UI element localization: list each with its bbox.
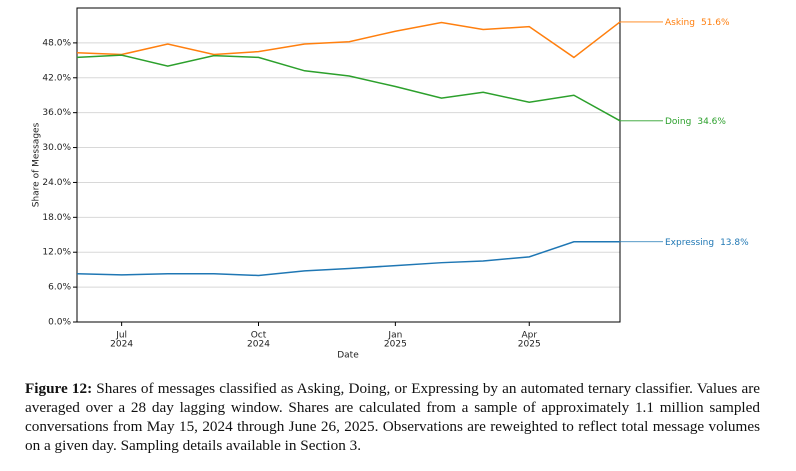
- caption: Figure 12: Shares of messages classified…: [25, 379, 760, 455]
- y-axis-label: Share of Messages: [32, 122, 42, 207]
- chart: Share of Messages Date 0.0% 6.0% 12.0% 18.0…: [32, 7, 749, 361]
- x-axis-label: Date: [337, 351, 359, 361]
- legend-name: Expressing: [665, 237, 714, 247]
- series-line: [76, 54, 621, 122]
- caption-label: Figure 12:: [25, 380, 93, 397]
- y-tick-label: 24.0%: [42, 178, 71, 188]
- x-tick-sublabel: 2024: [247, 340, 270, 350]
- y-tick-label: 6.0%: [48, 283, 71, 293]
- x-tick-label: Jan: [387, 331, 402, 341]
- y-tick-label: 36.0%: [42, 108, 71, 118]
- legend-name: Asking: [665, 17, 695, 27]
- x-tick-label: Oct: [251, 331, 267, 341]
- y-tick-label: 30.0%: [42, 143, 71, 153]
- y-tick-label: 48.0%: [42, 38, 71, 48]
- x-tick-sublabel: 2024: [110, 340, 133, 350]
- y-tick-label: 12.0%: [42, 248, 71, 258]
- y-tick-label: 18.0%: [42, 213, 71, 223]
- legend-name: Doing: [665, 116, 691, 126]
- end-label: Expressing 13.8%: [665, 237, 749, 247]
- y-tick-label: 42.0%: [42, 73, 71, 83]
- y-tick-label: 0.0%: [48, 318, 71, 328]
- end-label: Doing 34.6%: [665, 116, 726, 126]
- value-label: 34.6%: [697, 116, 726, 126]
- value-label: 51.6%: [701, 17, 730, 27]
- series-line: [76, 21, 621, 59]
- x-tick-sublabel: 2025: [384, 340, 407, 350]
- plot-frame: [76, 7, 621, 323]
- value-label: 13.8%: [720, 237, 749, 247]
- x-tick-label: Jul: [115, 331, 127, 341]
- x-tick-sublabel: 2025: [518, 340, 541, 350]
- series-line: [76, 241, 620, 277]
- x-tick-label: Apr: [521, 331, 537, 341]
- caption-text: Shares of messages classified as Asking,…: [25, 380, 760, 454]
- end-label: Asking 51.6%: [665, 17, 730, 27]
